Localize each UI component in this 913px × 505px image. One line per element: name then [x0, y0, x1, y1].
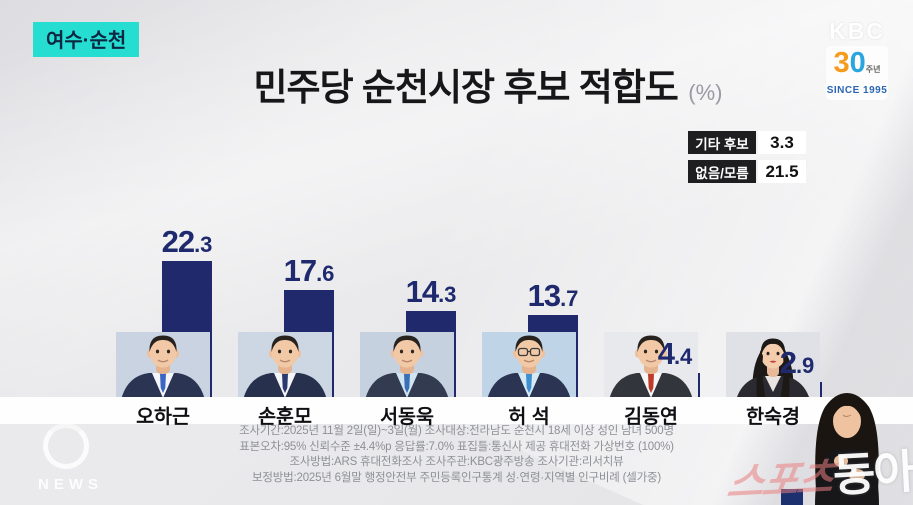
- news-label: NEWS: [38, 476, 103, 493]
- sports-donga-watermark: 스포츠 동아: [724, 435, 913, 505]
- news-ring-icon: [43, 423, 89, 469]
- bar-value-label: 17.6: [283, 253, 335, 288]
- page-title: 민주당 순천시장 후보 적합도 (%): [188, 57, 788, 111]
- bar-value-label: 2.9: [779, 345, 815, 380]
- candidate-photo: [482, 332, 576, 400]
- kbc-logo: KBC 30주년 SINCE 1995: [817, 18, 897, 100]
- bar-value-label: 13.7: [527, 278, 579, 313]
- candidate-photo: [116, 332, 210, 400]
- kbc-since-label: SINCE 1995: [826, 85, 888, 96]
- candidate-name: 허 석: [508, 406, 550, 428]
- watermark-script-part: 스포츠: [724, 456, 836, 505]
- candidate-name: 김동연: [624, 406, 678, 428]
- poll-unit: (%): [688, 80, 723, 105]
- stat-row: 기타 후보 3.3: [688, 131, 806, 154]
- candidate-photo: [360, 332, 454, 400]
- candidate-name: 손훈모: [258, 406, 312, 428]
- side-stats: 기타 후보 3.3 없음/모름 21.5: [688, 131, 806, 189]
- bar-value-label: 22.3: [161, 224, 213, 259]
- bar-value-label: 14.3: [405, 274, 457, 309]
- stat-value: 21.5: [758, 160, 806, 183]
- stat-label: 없음/모름: [688, 160, 756, 183]
- kbc-wordmark: KBC: [829, 18, 885, 44]
- candidate-photo: [238, 332, 332, 400]
- bar-value-label: 4.4: [657, 336, 693, 371]
- kbc-30-icon: 30주년: [833, 47, 881, 79]
- region-badge: 여수·순천: [33, 22, 140, 57]
- poll-title: 민주당 순천시장 후보 적합도: [253, 67, 679, 108]
- candidate-name: 오하근: [136, 406, 190, 428]
- stat-row: 없음/모름 21.5: [688, 160, 806, 183]
- stat-value: 3.3: [758, 131, 806, 154]
- candidate-name: 서동욱: [380, 406, 434, 428]
- news-logo: NEWS: [38, 423, 103, 493]
- kbc-30th-anniversary-badge: 30주년 SINCE 1995: [826, 46, 888, 100]
- watermark-bold-part: 동아: [831, 445, 913, 502]
- stat-label: 기타 후보: [688, 131, 756, 154]
